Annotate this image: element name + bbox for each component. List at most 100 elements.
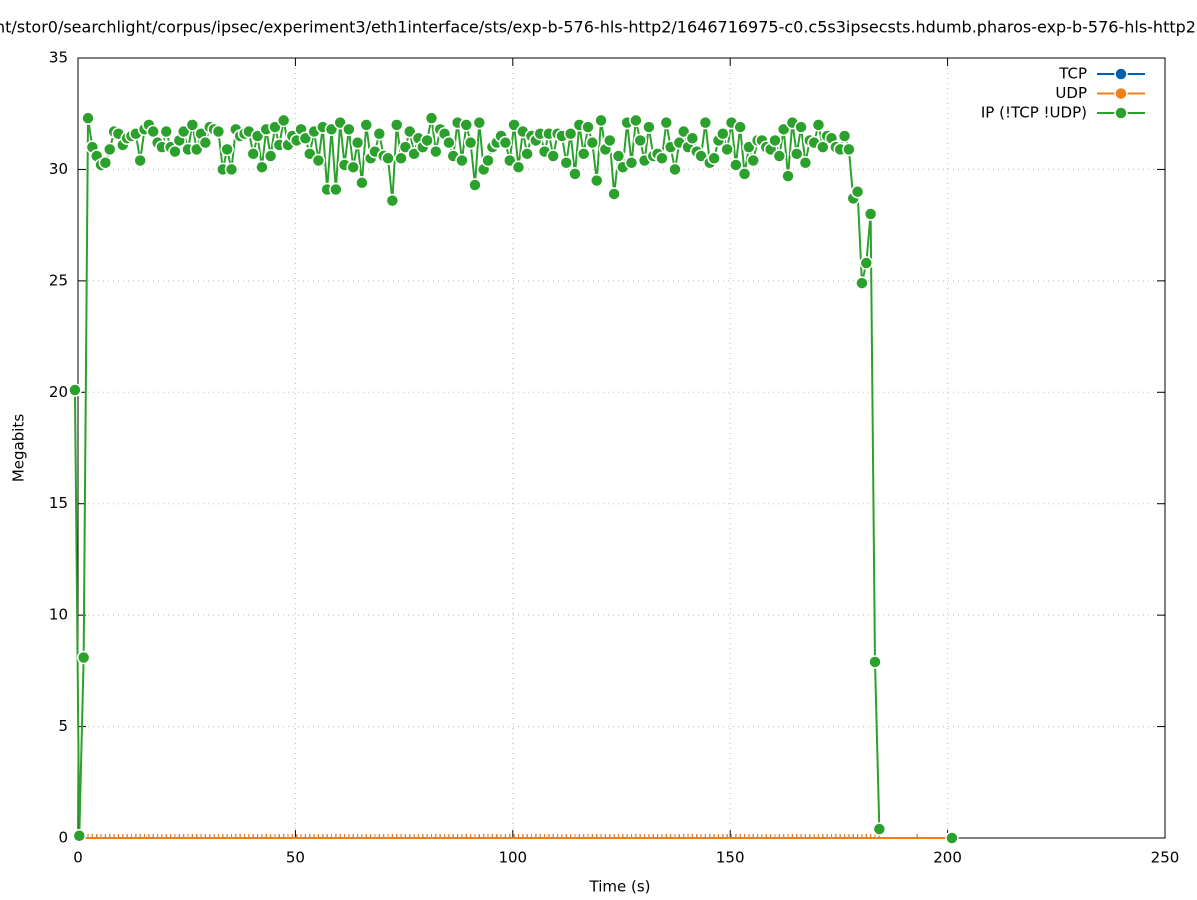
data-point: [224, 162, 239, 177]
data-point: [842, 142, 856, 157]
data-point: [859, 256, 874, 270]
data-point: [381, 151, 395, 166]
data-point: [185, 118, 200, 132]
data-point: [603, 133, 617, 148]
data-point: [737, 167, 752, 181]
data-point: [872, 822, 887, 836]
data-point: [394, 151, 408, 166]
x-tick-label: 50: [286, 849, 305, 867]
y-tick-label: 25: [49, 271, 68, 289]
data-point: [102, 142, 117, 157]
data-point: [546, 149, 560, 163]
data-point: [355, 176, 369, 190]
data-point: [707, 151, 721, 166]
data-point: [133, 153, 147, 168]
data-point: [685, 131, 700, 145]
data-point: [81, 111, 95, 125]
data-point: [772, 149, 787, 163]
data-point: [798, 155, 813, 170]
data-point: [789, 147, 804, 161]
y-tick-label: 30: [49, 160, 68, 178]
legend-marker: [1114, 67, 1128, 81]
data-point: [168, 144, 182, 159]
data-point: [407, 147, 421, 161]
data-point: [624, 155, 639, 170]
data-point: [76, 650, 91, 665]
data-point: [459, 118, 474, 132]
data-point: [159, 124, 174, 139]
data-point: [585, 135, 600, 150]
chart-title: nt/stor0/searchlight/corpus/ipsec/experi…: [0, 18, 1197, 37]
data-point: [350, 135, 365, 150]
data-point: [863, 207, 878, 221]
y-tick-label: 5: [58, 717, 68, 735]
data-point: [607, 187, 621, 201]
legend-marker: [1114, 106, 1128, 120]
data-point: [72, 829, 87, 843]
data-point: [837, 129, 852, 143]
data-point: [333, 115, 347, 130]
data-point: [342, 122, 356, 137]
data-point: [68, 383, 82, 397]
data-point: [655, 151, 669, 166]
data-point: [176, 124, 191, 139]
data-point: [424, 111, 439, 125]
data-point: [311, 153, 326, 168]
x-tick-label: 150: [716, 849, 745, 867]
data-point: [324, 122, 339, 137]
data-point: [694, 149, 708, 163]
data-point: [429, 144, 443, 159]
y-tick-label: 10: [49, 606, 68, 624]
data-point: [659, 115, 674, 130]
data-point: [302, 147, 317, 161]
data-point: [442, 135, 456, 150]
data-point: [507, 118, 521, 132]
data-point: [250, 129, 265, 143]
data-point: [811, 118, 826, 132]
data-point: [850, 184, 865, 199]
data-point: [559, 155, 574, 170]
data-point: [594, 113, 608, 128]
data-point: [346, 160, 360, 174]
data-point: [868, 655, 882, 669]
data-point: [520, 147, 534, 161]
data-point: [576, 147, 591, 161]
data-point: [298, 131, 313, 145]
data-point: [563, 127, 578, 141]
series-line: [75, 118, 952, 838]
data-point: [198, 135, 213, 150]
x-tick-label: 0: [73, 849, 83, 867]
data-point: [455, 153, 469, 168]
data-point: [329, 182, 343, 197]
data-point: [716, 127, 730, 141]
data-point: [746, 153, 760, 168]
data-point: [268, 120, 282, 134]
y-tick-label: 20: [49, 383, 68, 401]
data-point: [642, 120, 656, 134]
data-point: [220, 142, 234, 157]
data-point: [581, 120, 595, 134]
data-point: [98, 155, 113, 170]
data-point: [420, 133, 434, 148]
data-point: [794, 120, 808, 134]
data-point: [503, 153, 517, 168]
data-point: [668, 162, 682, 177]
data-point: [263, 149, 278, 163]
data-point: [398, 140, 413, 154]
data-point: [385, 193, 400, 208]
y-axis-label: Megabits: [10, 414, 28, 482]
legend-label: TCP: [1058, 65, 1087, 83]
plot-border: [77, 57, 1166, 839]
x-axis-label: Time (s): [589, 878, 651, 896]
x-tick-label: 200: [933, 849, 962, 867]
data-point: [742, 140, 756, 154]
data-point: [359, 118, 374, 132]
y-tick-label: 35: [49, 49, 68, 67]
data-point: [589, 173, 604, 188]
data-point: [633, 133, 647, 148]
x-tick-label: 250: [1151, 849, 1180, 867]
x-tick-label: 100: [498, 849, 527, 867]
data-point: [676, 124, 691, 139]
